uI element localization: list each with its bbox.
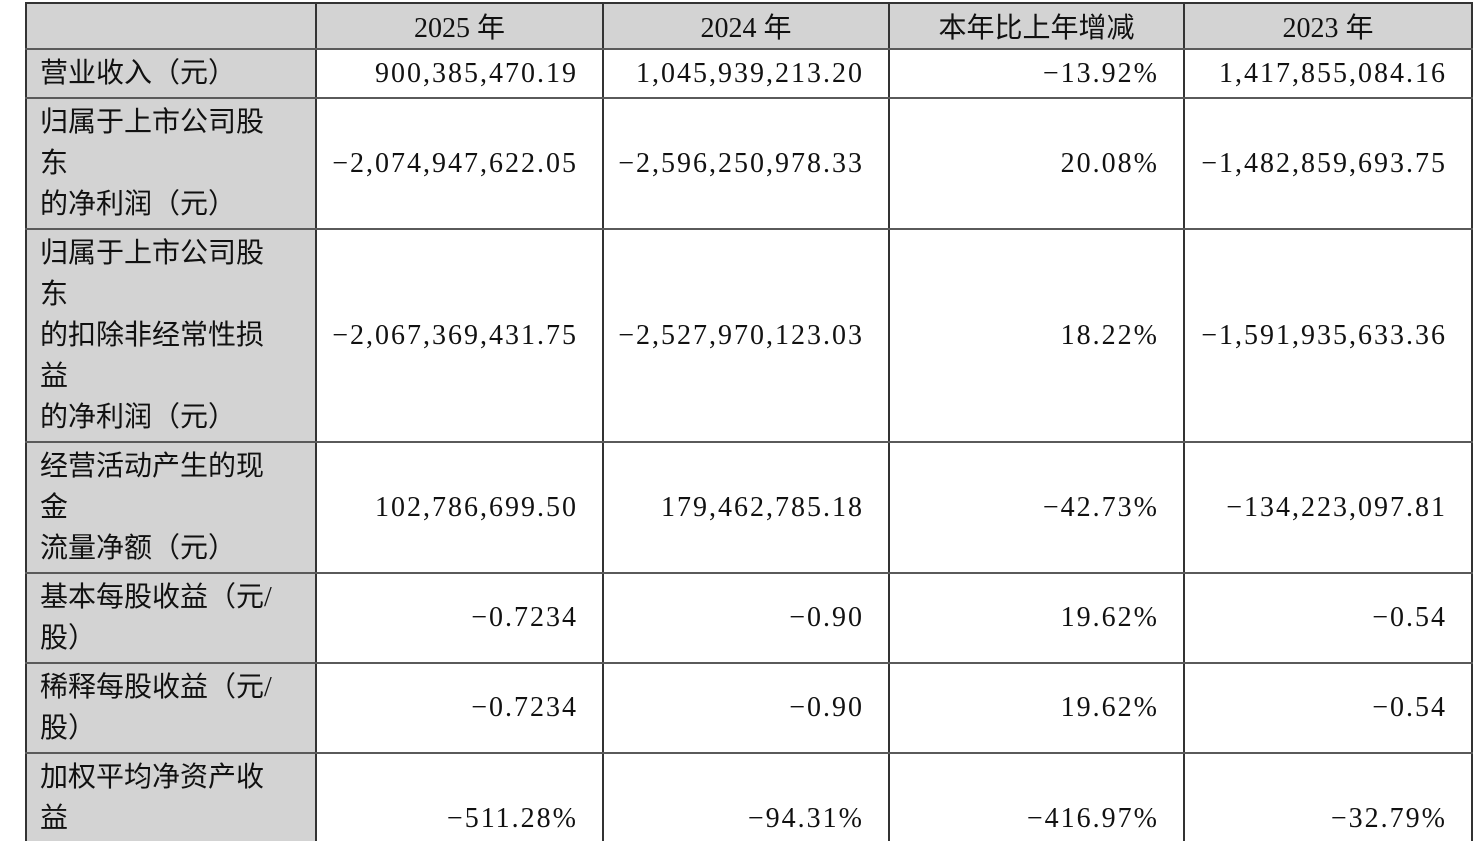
table-row-net-profit-excl-nonrecurring: 归属于上市公司股东 的扣除非经常性损益 的净利润（元） −2,067,369,4… <box>25 228 1473 443</box>
value-2025: −0.7234 <box>315 572 604 664</box>
value-2025: 102,786,699.50 <box>315 441 604 574</box>
value-2025: −2,067,369,431.75 <box>315 228 604 443</box>
value-change: 18.22% <box>888 228 1185 443</box>
value-2023: −0.54 <box>1183 662 1473 754</box>
column-header-2023: 2023 年 <box>1183 2 1473 50</box>
table-row-revenue: 营业收入（元） 900,385,470.19 1,045,939,213.20 … <box>25 48 1473 99</box>
value-2024: 179,462,785.18 <box>602 441 890 574</box>
value-2024: 1,045,939,213.20 <box>602 48 890 99</box>
column-header-2025: 2025 年 <box>315 2 604 50</box>
value-2024: −2,527,970,123.03 <box>602 228 890 443</box>
row-label: 稀释每股收益（元/ 股） <box>25 662 317 754</box>
value-change: −42.73% <box>888 441 1185 574</box>
table-row-weighted-avg-roe: 加权平均净资产收益 率 −511.28% −94.31% −416.97% −3… <box>25 752 1473 841</box>
row-label: 加权平均净资产收益 率 <box>25 752 317 841</box>
value-change: 19.62% <box>888 662 1185 754</box>
value-2023: −32.79% <box>1183 752 1473 841</box>
financial-summary-table: 2025 年 2024 年 本年比上年增减 2023 年 营业收入（元） 900… <box>25 2 1473 841</box>
value-2024: −94.31% <box>602 752 890 841</box>
table-row-operating-cash-flow: 经营活动产生的现金 流量净额（元） 102,786,699.50 179,462… <box>25 441 1473 574</box>
value-change: −416.97% <box>888 752 1185 841</box>
table-row-diluted-eps: 稀释每股收益（元/ 股） −0.7234 −0.90 19.62% −0.54 <box>25 662 1473 754</box>
value-2025: −2,074,947,622.05 <box>315 97 604 230</box>
row-label: 归属于上市公司股东 的净利润（元） <box>25 97 317 230</box>
value-2025: −0.7234 <box>315 662 604 754</box>
column-header-yoy-change: 本年比上年增减 <box>888 2 1185 50</box>
value-change: 20.08% <box>888 97 1185 230</box>
value-2023: −134,223,097.81 <box>1183 441 1473 574</box>
value-2023: 1,417,855,084.16 <box>1183 48 1473 99</box>
value-2025: 900,385,470.19 <box>315 48 604 99</box>
row-label: 基本每股收益（元/ 股） <box>25 572 317 664</box>
table-row-basic-eps: 基本每股收益（元/ 股） −0.7234 −0.90 19.62% −0.54 <box>25 572 1473 664</box>
value-2023: −1,482,859,693.75 <box>1183 97 1473 230</box>
column-header-2024: 2024 年 <box>602 2 890 50</box>
row-label: 经营活动产生的现金 流量净额（元） <box>25 441 317 574</box>
value-2024: −0.90 <box>602 572 890 664</box>
row-label: 营业收入（元） <box>25 48 317 99</box>
table-row-net-profit: 归属于上市公司股东 的净利润（元） −2,074,947,622.05 −2,5… <box>25 97 1473 230</box>
value-2024: −0.90 <box>602 662 890 754</box>
value-change: 19.62% <box>888 572 1185 664</box>
table-header-row-annual: 2025 年 2024 年 本年比上年增减 2023 年 <box>25 2 1473 50</box>
value-change: −13.92% <box>888 48 1185 99</box>
value-2023: −0.54 <box>1183 572 1473 664</box>
value-2023: −1,591,935,633.36 <box>1183 228 1473 443</box>
column-header-blank <box>25 2 317 50</box>
row-label: 归属于上市公司股东 的扣除非经常性损益 的净利润（元） <box>25 228 317 443</box>
value-2025: −511.28% <box>315 752 604 841</box>
value-2024: −2,596,250,978.33 <box>602 97 890 230</box>
